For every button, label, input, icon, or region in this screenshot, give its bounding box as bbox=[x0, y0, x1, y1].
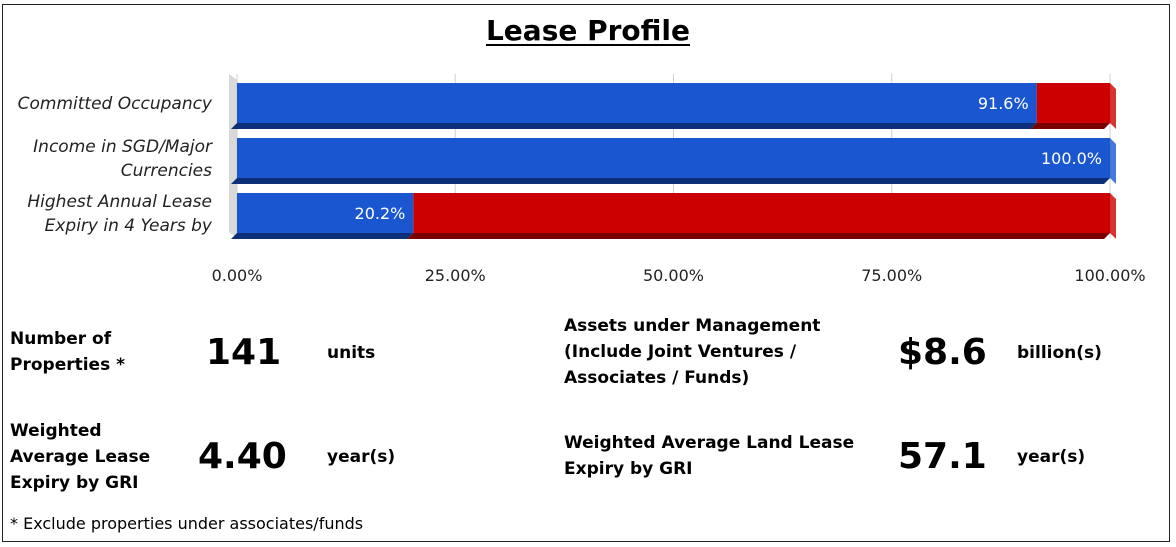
data-label: 100.0% bbox=[1041, 149, 1102, 168]
aum-label: Assets under Management (Include Joint V… bbox=[564, 313, 820, 391]
category-label: Expiry in 4 Years by bbox=[45, 216, 213, 236]
properties-label: Number of Properties * bbox=[10, 326, 125, 378]
wale-label-line: Weighted bbox=[10, 421, 102, 441]
wale-unit: year(s) bbox=[327, 447, 396, 467]
x-tick-label: 0.00% bbox=[212, 266, 263, 285]
category-label: Income in SGD/Major bbox=[33, 137, 213, 157]
x-tick-label: 25.00% bbox=[425, 266, 486, 285]
wale-label-line: Expiry by GRI bbox=[10, 473, 139, 493]
bar-shadow bbox=[1030, 123, 1110, 129]
land-lease-unit: year(s) bbox=[1017, 447, 1086, 467]
x-tick-label: 75.00% bbox=[861, 266, 922, 285]
bar-shadow bbox=[231, 233, 414, 239]
lease-bar-chart: 0.00% 25.00% 50.00% 75.00% 100.00% 91.6% Commi… bbox=[18, 74, 1146, 285]
page-title: Lease Profile bbox=[485, 14, 691, 47]
land-lease-label-line: Weighted Average Land Lease bbox=[564, 433, 855, 453]
wale-label-line: Average Lease bbox=[10, 447, 151, 467]
properties-label-line: Properties * bbox=[10, 355, 126, 375]
category-label: Highest Annual Lease bbox=[27, 192, 212, 212]
bar-end-face bbox=[1110, 193, 1116, 239]
bar-segment bbox=[237, 83, 1037, 123]
category-label: Currencies bbox=[121, 161, 212, 181]
properties-unit: units bbox=[327, 343, 376, 363]
chart-wall bbox=[229, 74, 237, 238]
land-lease-label: Weighted Average Land Lease Expiry by GR… bbox=[564, 430, 854, 482]
bar-segment bbox=[413, 193, 1110, 233]
data-label: 20.2% bbox=[355, 204, 406, 223]
bar-end-face bbox=[1110, 83, 1116, 129]
data-label: 91.6% bbox=[978, 94, 1029, 113]
bar-shadow bbox=[231, 178, 1110, 184]
aum-unit: billion(s) bbox=[1017, 343, 1102, 363]
bar-shadow bbox=[231, 123, 1037, 129]
bar-end-face bbox=[1110, 138, 1116, 184]
aum-label-line: Assets under Management bbox=[564, 316, 821, 336]
land-lease-label-line: Expiry by GRI bbox=[564, 459, 693, 479]
bar-segment bbox=[1036, 83, 1110, 123]
panel-frame bbox=[2, 4, 1170, 542]
aum-label-line: Associates / Funds) bbox=[564, 368, 750, 388]
x-tick-label: 100.00% bbox=[1074, 266, 1145, 285]
aum-value: $8.6 bbox=[898, 332, 987, 373]
properties-label-line: Number of bbox=[10, 329, 112, 349]
bar-shadow bbox=[407, 233, 1110, 239]
bar-segment bbox=[237, 138, 1110, 178]
category-label: Committed Occupancy bbox=[18, 94, 213, 114]
properties-value: 141 bbox=[206, 332, 282, 373]
wale-value: 4.40 bbox=[198, 436, 287, 477]
wale-label: Weighted Average Lease Expiry by GRI bbox=[10, 418, 150, 496]
footnote: * Exclude properties under associates/fu… bbox=[10, 514, 364, 533]
aum-label-line: (Include Joint Ventures / bbox=[564, 342, 797, 362]
land-lease-value: 57.1 bbox=[898, 436, 987, 477]
bar-segment bbox=[237, 193, 414, 233]
x-tick-label: 50.00% bbox=[643, 266, 704, 285]
